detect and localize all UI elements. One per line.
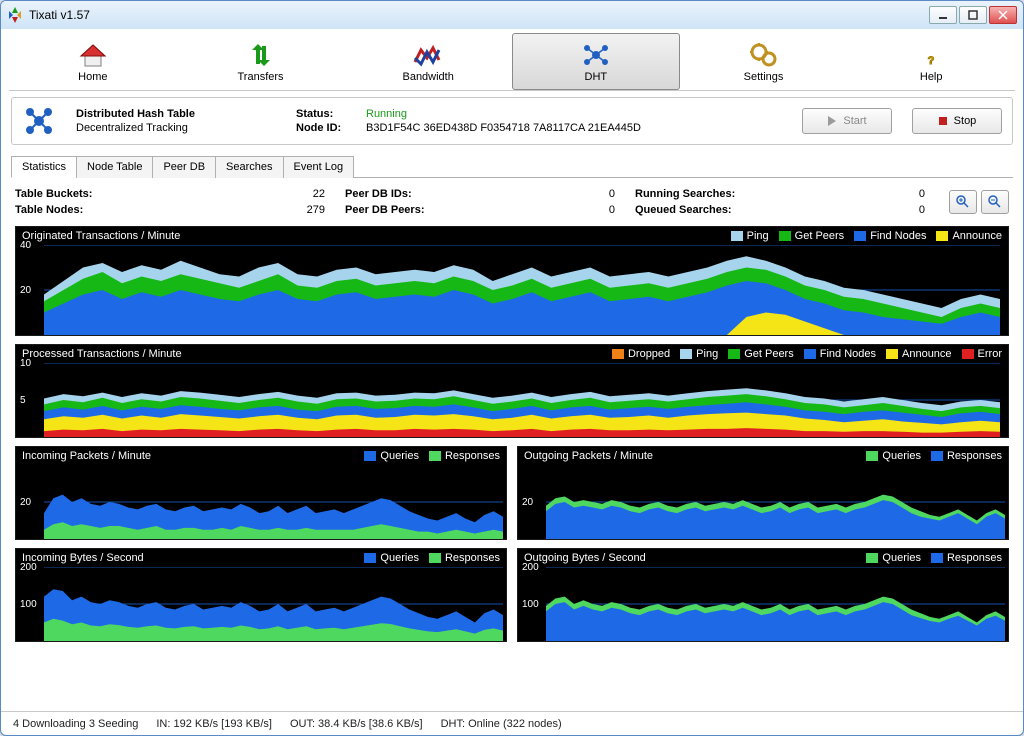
nodeid-label: Node ID: — [296, 122, 356, 134]
play-icon — [827, 116, 837, 126]
legend-item: Responses — [429, 552, 500, 564]
sub-tabs: StatisticsNode TablePeer DBSearchesEvent… — [11, 155, 1013, 178]
legend-item: Queries — [364, 450, 419, 462]
toolbar-settings[interactable]: Settings — [680, 33, 848, 90]
status-in: IN: 192 KB/s [193 KB/s] — [156, 718, 272, 730]
stop-button[interactable]: Stop — [912, 108, 1002, 134]
zoom-out-button[interactable] — [981, 190, 1009, 214]
toolbar-transfers[interactable]: Transfers — [177, 33, 345, 90]
status-label: Status: — [296, 108, 356, 120]
tab-peer-db[interactable]: Peer DB — [152, 156, 216, 178]
toolbar-dht[interactable]: DHT — [512, 33, 680, 90]
table-buckets-label: Table Buckets: — [15, 188, 240, 200]
legend-item: Responses — [429, 450, 500, 462]
peer-db-peers-label: Peer DB Peers: — [345, 204, 485, 216]
chart-incoming-bytes: Incoming Bytes / SecondQueriesResponses2… — [15, 548, 507, 642]
tab-node-table[interactable]: Node Table — [76, 156, 153, 178]
help-icon: ? — [916, 41, 946, 69]
tab-statistics[interactable]: Statistics — [11, 156, 77, 178]
table-buckets-value: 22 — [240, 188, 325, 200]
chart-outgoing-bytes: Outgoing Bytes / SecondQueriesResponses2… — [517, 548, 1009, 642]
legend-item: Ping — [680, 348, 718, 360]
legend-item: Dropped — [612, 348, 670, 360]
chart-outgoing-packets: Outgoing Packets / MinuteQueries Response… — [517, 446, 1009, 540]
zoom-in-button[interactable] — [949, 190, 977, 214]
chart-title: Originated Transactions / Minute — [22, 230, 731, 242]
maximize-button[interactable] — [959, 6, 987, 24]
start-button[interactable]: Start — [802, 108, 892, 134]
legend-item: Find Nodes — [854, 230, 926, 242]
main-toolbar: HomeTransfersBandwidthDHTSettings?Help — [9, 33, 1015, 91]
legend-item: Ping — [731, 230, 769, 242]
svg-text:?: ? — [928, 55, 935, 67]
app-icon — [7, 7, 23, 23]
status-dht: DHT: Online (322 nodes) — [441, 718, 562, 730]
close-button[interactable] — [989, 6, 1017, 24]
legend-item: Responses — [931, 450, 1002, 462]
zoom-in-icon — [955, 194, 971, 210]
titlebar[interactable]: Tixati v1.57 — [1, 1, 1023, 29]
peer-db-ids-label: Peer DB IDs: — [345, 188, 485, 200]
toolbar-bandwidth[interactable]: Bandwidth — [344, 33, 512, 90]
running-searches-value: 0 — [795, 188, 925, 200]
legend-item: Queries — [364, 552, 419, 564]
minimize-button[interactable] — [929, 6, 957, 24]
chart-title: Outgoing Bytes / Second — [524, 552, 866, 564]
queued-searches-label: Queued Searches: — [635, 204, 795, 216]
table-nodes-label: Table Nodes: — [15, 204, 240, 216]
dht-icon — [581, 41, 611, 69]
toolbar-home[interactable]: Home — [9, 33, 177, 90]
transfers-icon — [246, 41, 276, 69]
chart-originated: Originated Transactions / MinutePing Get … — [15, 226, 1009, 336]
legend-item: Error — [962, 348, 1002, 360]
legend-item: Announce — [886, 348, 952, 360]
stats-summary: Table Buckets: Table Nodes: 22 279 Peer DB… — [15, 188, 1009, 216]
nodeid-value: B3D1F54C 36ED438D F0354718 7A8117CA 21EA… — [366, 122, 641, 134]
queued-searches-value: 0 — [795, 204, 925, 216]
peer-db-ids-value: 0 — [485, 188, 615, 200]
status-value: Running — [366, 108, 407, 120]
legend-item: Find Nodes — [804, 348, 876, 360]
legend-item: Responses — [931, 552, 1002, 564]
legend-item: Announce — [936, 230, 1002, 242]
charts-area: Originated Transactions / MinutePingGet … — [15, 226, 1009, 707]
peer-db-peers-value: 0 — [485, 204, 615, 216]
status-out: OUT: 38.4 KB/s [38.6 KB/s] — [290, 718, 423, 730]
toolbar-help[interactable]: ?Help — [847, 33, 1015, 90]
stop-icon — [938, 116, 948, 126]
table-nodes-value: 279 — [240, 204, 325, 216]
chart-title: Processed Transactions / Minute — [22, 348, 612, 360]
bandwidth-icon — [413, 41, 443, 69]
chart-title: Incoming Bytes / Second — [22, 552, 364, 564]
tab-searches[interactable]: Searches — [215, 156, 283, 178]
chart-processed: Processed Transactions / MinuteDropped Pi… — [15, 344, 1009, 438]
window-title: Tixati v1.57 — [29, 8, 929, 22]
dht-icon — [22, 104, 56, 138]
home-icon — [78, 41, 108, 69]
tab-event-log[interactable]: Event Log — [283, 156, 355, 178]
legend-item: Get Peers — [779, 230, 845, 242]
chart-title: Outgoing Packets / Minute — [524, 450, 866, 462]
status-downloads: 4 Downloading 3 Seeding — [13, 718, 138, 730]
dht-info-panel: Distributed Hash Table Decentralized Tra… — [11, 97, 1013, 145]
chart-incoming-packets: Incoming Packets / MinuteQueries Response… — [15, 446, 507, 540]
info-subtitle: Decentralized Tracking — [76, 122, 276, 134]
app-window: Tixati v1.57 HomeTransfersBandwidthDHTSe… — [0, 0, 1024, 736]
info-title: Distributed Hash Table — [76, 108, 276, 120]
zoom-out-icon — [987, 194, 1003, 210]
statusbar: 4 Downloading 3 Seeding IN: 192 KB/s [19… — [1, 711, 1023, 735]
legend-item: Get Peers — [728, 348, 794, 360]
settings-icon — [749, 41, 779, 69]
chart-title: Incoming Packets / Minute — [22, 450, 364, 462]
legend-item: Queries — [866, 552, 921, 564]
legend-item: Queries — [866, 450, 921, 462]
running-searches-label: Running Searches: — [635, 188, 795, 200]
